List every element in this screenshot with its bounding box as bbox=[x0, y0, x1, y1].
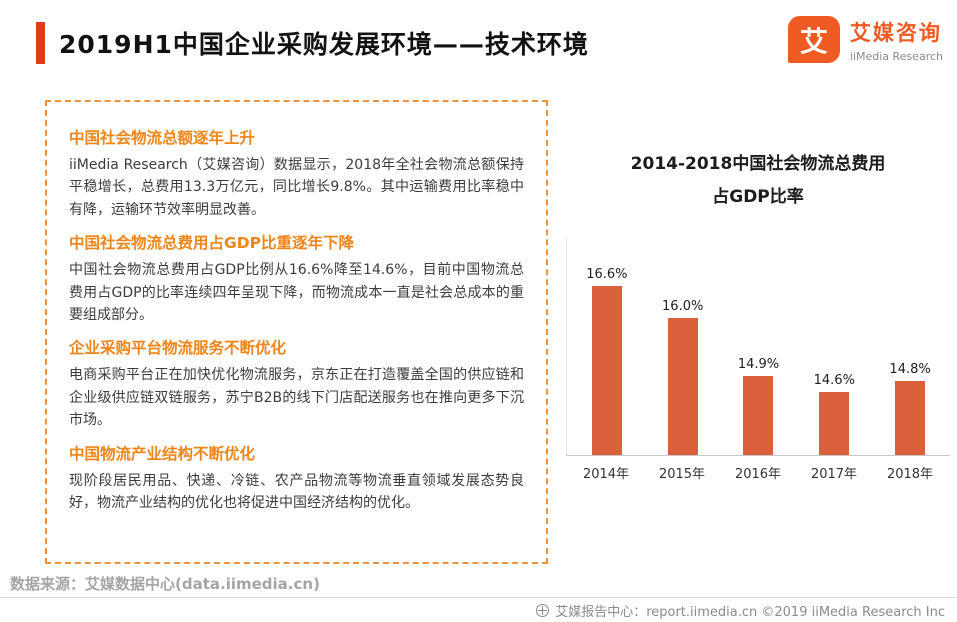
section-body: 现阶段居民用品、快递、冷链、农产品物流等物流垂直领域发展态势良好，物流产业结构的… bbox=[69, 472, 524, 511]
footer-text: 艾媒报告中心：report.iimedia.cn ©2019 iiMedia R… bbox=[555, 604, 945, 620]
data-source-note: 数据来源：艾媒数据中心(data.iimedia.cn) bbox=[10, 575, 320, 593]
chart-title: 2014-2018中国社会物流总费用 占GDP比率 bbox=[566, 148, 950, 214]
chart-title-line2: 占GDP比率 bbox=[712, 187, 804, 208]
section-heading: 企业采购平台物流服务不断优化 bbox=[69, 339, 287, 358]
section: 中国社会物流总额逐年上升 iiMedia Research（艾媒咨询）数据显示，… bbox=[69, 126, 524, 221]
x-axis-label: 2016年 bbox=[734, 467, 782, 483]
bar-chart: 2014-2018中国社会物流总费用 占GDP比率 16.6% 16.0% 14.9… bbox=[566, 148, 950, 482]
section: 企业采购平台物流服务不断优化 电商采购平台正在加快优化物流服务，京东正在打造覆盖… bbox=[69, 336, 524, 431]
brand-logo: 艾 艾媒咨询 iiMedia Research bbox=[787, 16, 943, 63]
bar-value-label: 16.0% bbox=[662, 299, 704, 315]
x-axis-labels: 2014年 2015年 2016年 2017年 2018年 bbox=[566, 463, 950, 482]
bar-column: 16.0% bbox=[652, 299, 714, 456]
x-axis-label: 2018年 bbox=[886, 467, 934, 483]
bar-value-label: 14.8% bbox=[889, 362, 931, 378]
bar-value-label: 14.6% bbox=[813, 373, 855, 389]
section-body: iiMedia Research（艾媒咨询）数据显示，2018年全社会物流总额保… bbox=[69, 157, 524, 218]
header: 2019H1中国企业采购发展环境——技术环境 bbox=[36, 22, 589, 64]
bar-column: 14.6% bbox=[803, 373, 865, 456]
bar bbox=[895, 381, 926, 456]
bar-value-label: 16.6% bbox=[586, 267, 628, 283]
bar-column: 14.9% bbox=[727, 357, 789, 456]
section-heading: 中国物流产业结构不断优化 bbox=[69, 444, 256, 463]
x-axis-label: 2015年 bbox=[658, 467, 706, 483]
globe-icon bbox=[536, 603, 550, 617]
bar bbox=[591, 286, 622, 456]
x-axis-label: 2014年 bbox=[582, 467, 630, 483]
title-accent-bar bbox=[36, 22, 45, 64]
section-heading: 中国社会物流总费用占GDP比重逐年下降 bbox=[69, 234, 354, 253]
chart-title-line1: 2014-2018中国社会物流总费用 bbox=[630, 154, 886, 174]
footer-bar: 艾媒报告中心：report.iimedia.cn ©2019 iiMedia R… bbox=[0, 597, 957, 622]
logo-mark-icon: 艾 bbox=[787, 16, 840, 63]
page-title: 2019H1中国企业采购发展环境——技术环境 bbox=[59, 30, 589, 59]
section: 中国物流产业结构不断优化 现阶段居民用品、快递、冷链、农产品物流等物流垂直领域发… bbox=[69, 442, 524, 515]
logo-name: 艾媒咨询 bbox=[849, 20, 942, 45]
section: 中国社会物流总费用占GDP比重逐年下降 中国社会物流总费用占GDP比例从16.6… bbox=[69, 231, 524, 326]
bar-column: 16.6% bbox=[576, 267, 638, 456]
info-box: 中国社会物流总额逐年上升 iiMedia Research（艾媒咨询）数据显示，… bbox=[45, 100, 548, 564]
bar bbox=[819, 392, 850, 456]
section-body: 中国社会物流总费用占GDP比例从16.6%降至14.6%，目前中国物流总费用占G… bbox=[69, 262, 524, 323]
logo-subtitle: iiMedia Research bbox=[849, 49, 943, 63]
section-heading: 中国社会物流总额逐年上升 bbox=[69, 129, 256, 147]
section-body: 电商采购平台正在加快优化物流服务，京东正在打造覆盖全国的供应链和企业级供应链双链… bbox=[69, 367, 524, 429]
bar bbox=[743, 376, 774, 456]
bar bbox=[667, 318, 698, 456]
bar-column: 14.8% bbox=[879, 362, 941, 456]
bar-value-label: 14.9% bbox=[737, 357, 780, 373]
bar-plot: 16.6% 16.0% 14.9% 14.6% 14.8% bbox=[566, 238, 950, 457]
logo-text: 艾媒咨询 iiMedia Research bbox=[850, 17, 943, 63]
x-axis-label: 2017年 bbox=[810, 467, 858, 483]
